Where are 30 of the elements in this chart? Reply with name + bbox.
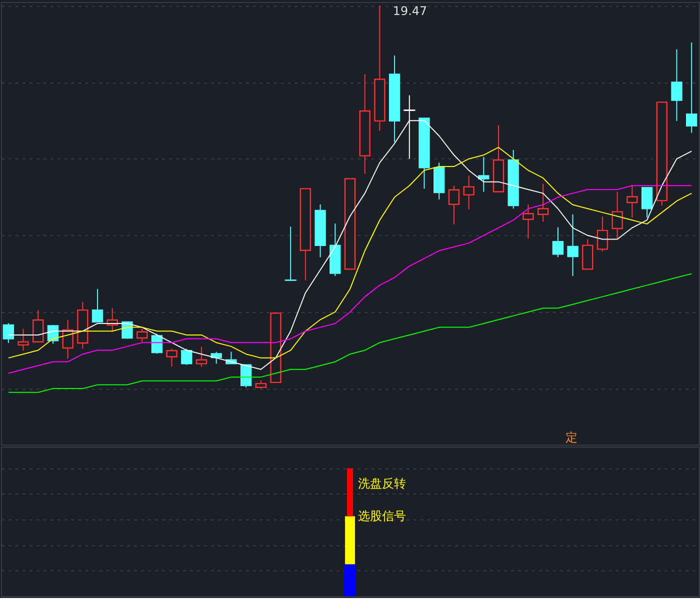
candlestick [62, 320, 74, 360]
candlestick [671, 48, 682, 122]
candlestick [626, 184, 638, 218]
text: 定 [565, 430, 578, 445]
candlestick [181, 348, 192, 366]
candlestick [32, 310, 44, 342]
candlestick [522, 204, 534, 239]
candlestick [151, 333, 163, 354]
series-label: 选股信号 [358, 509, 406, 524]
candlestick [596, 216, 608, 252]
candlestick [166, 348, 178, 368]
candlestick [92, 288, 104, 323]
candlestick [448, 185, 460, 225]
candlestick [196, 346, 208, 368]
candlestick [686, 42, 698, 134]
series-label: 洗盘反转 [358, 476, 406, 490]
candlestick [240, 364, 252, 388]
candlestick [478, 156, 490, 192]
candlestick [2, 322, 14, 344]
candlestick [284, 226, 297, 281]
annotation: 19.47 [392, 4, 428, 18]
candlestick [537, 183, 549, 222]
candlestick [463, 175, 474, 210]
candlestick [136, 328, 148, 342]
candlestick [641, 186, 653, 218]
candlestick [612, 191, 623, 239]
candlestick [567, 214, 578, 276]
candlestick [582, 238, 594, 270]
candlestick [552, 226, 564, 258]
candlestick [18, 328, 29, 352]
